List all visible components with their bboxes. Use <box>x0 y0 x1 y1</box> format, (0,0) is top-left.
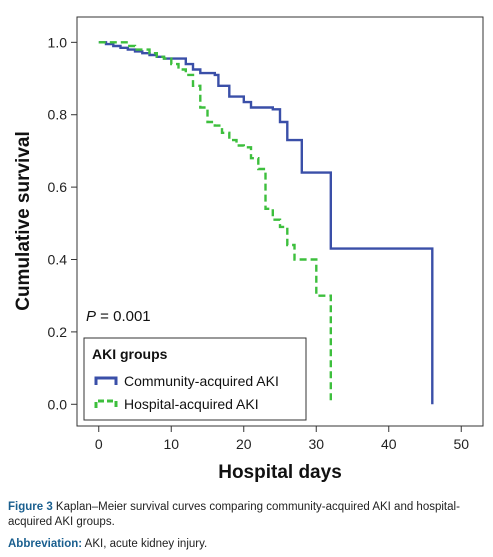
legend-label-hospital: Hospital-acquired AKI <box>124 396 259 412</box>
legend-title: AKI groups <box>92 346 168 362</box>
legend-box <box>83 337 307 421</box>
legend: AKI groups Community-acquired AKI Hospit… <box>83 337 307 421</box>
km-chart: 0.0 0.2 0.4 0.6 0.8 1.0 0 10 20 30 40 50 Cumulativ… <box>13 16 484 483</box>
y-tick-label: 0.0 <box>48 396 68 412</box>
figure-caption: Figure 3 Kaplan–Meier survival curves co… <box>8 500 486 530</box>
p-value-text: = 0.001 <box>96 308 151 325</box>
abbreviation-label: Abbreviation: <box>8 538 83 550</box>
x-axis-ticks: 0 10 20 30 40 50 <box>95 426 469 452</box>
y-axis-ticks: 0.0 0.2 0.4 0.6 0.8 1.0 <box>48 34 77 412</box>
survival-curves <box>98 41 434 405</box>
legend-label-community: Community-acquired AKI <box>124 373 279 389</box>
x-tick-label: 10 <box>163 436 179 452</box>
hospital-acquired-curve <box>98 41 332 405</box>
x-tick-label: 0 <box>95 436 103 452</box>
x-tick-label: 50 <box>453 436 469 452</box>
x-tick-label: 30 <box>308 436 324 452</box>
y-tick-label: 0.8 <box>48 107 68 123</box>
x-tick-label: 20 <box>236 436 252 452</box>
y-tick-label: 0.2 <box>48 324 68 340</box>
legend-swatch-hospital <box>94 399 118 408</box>
p-value-symbol: P <box>86 308 96 325</box>
y-axis-title: Cumulative survival <box>13 131 34 311</box>
x-axis-title: Hospital days <box>218 462 342 483</box>
figure-caption-text: Kaplan–Meier survival curves comparing c… <box>8 501 460 528</box>
plot-frame <box>76 16 484 427</box>
p-value-annotation: P = 0.001 <box>86 308 151 325</box>
y-tick-label: 0.6 <box>48 179 68 195</box>
legend-swatch-community <box>94 376 118 385</box>
figure-label: Figure 3 <box>8 501 53 513</box>
abbreviation-note: Abbreviation: AKI, acute kidney injury. <box>8 537 486 552</box>
x-tick-label: 40 <box>381 436 397 452</box>
y-tick-label: 1.0 <box>48 34 68 50</box>
community-acquired-curve <box>98 41 434 405</box>
y-tick-label: 0.4 <box>48 252 68 268</box>
abbreviation-text: AKI, acute kidney injury. <box>82 538 208 550</box>
